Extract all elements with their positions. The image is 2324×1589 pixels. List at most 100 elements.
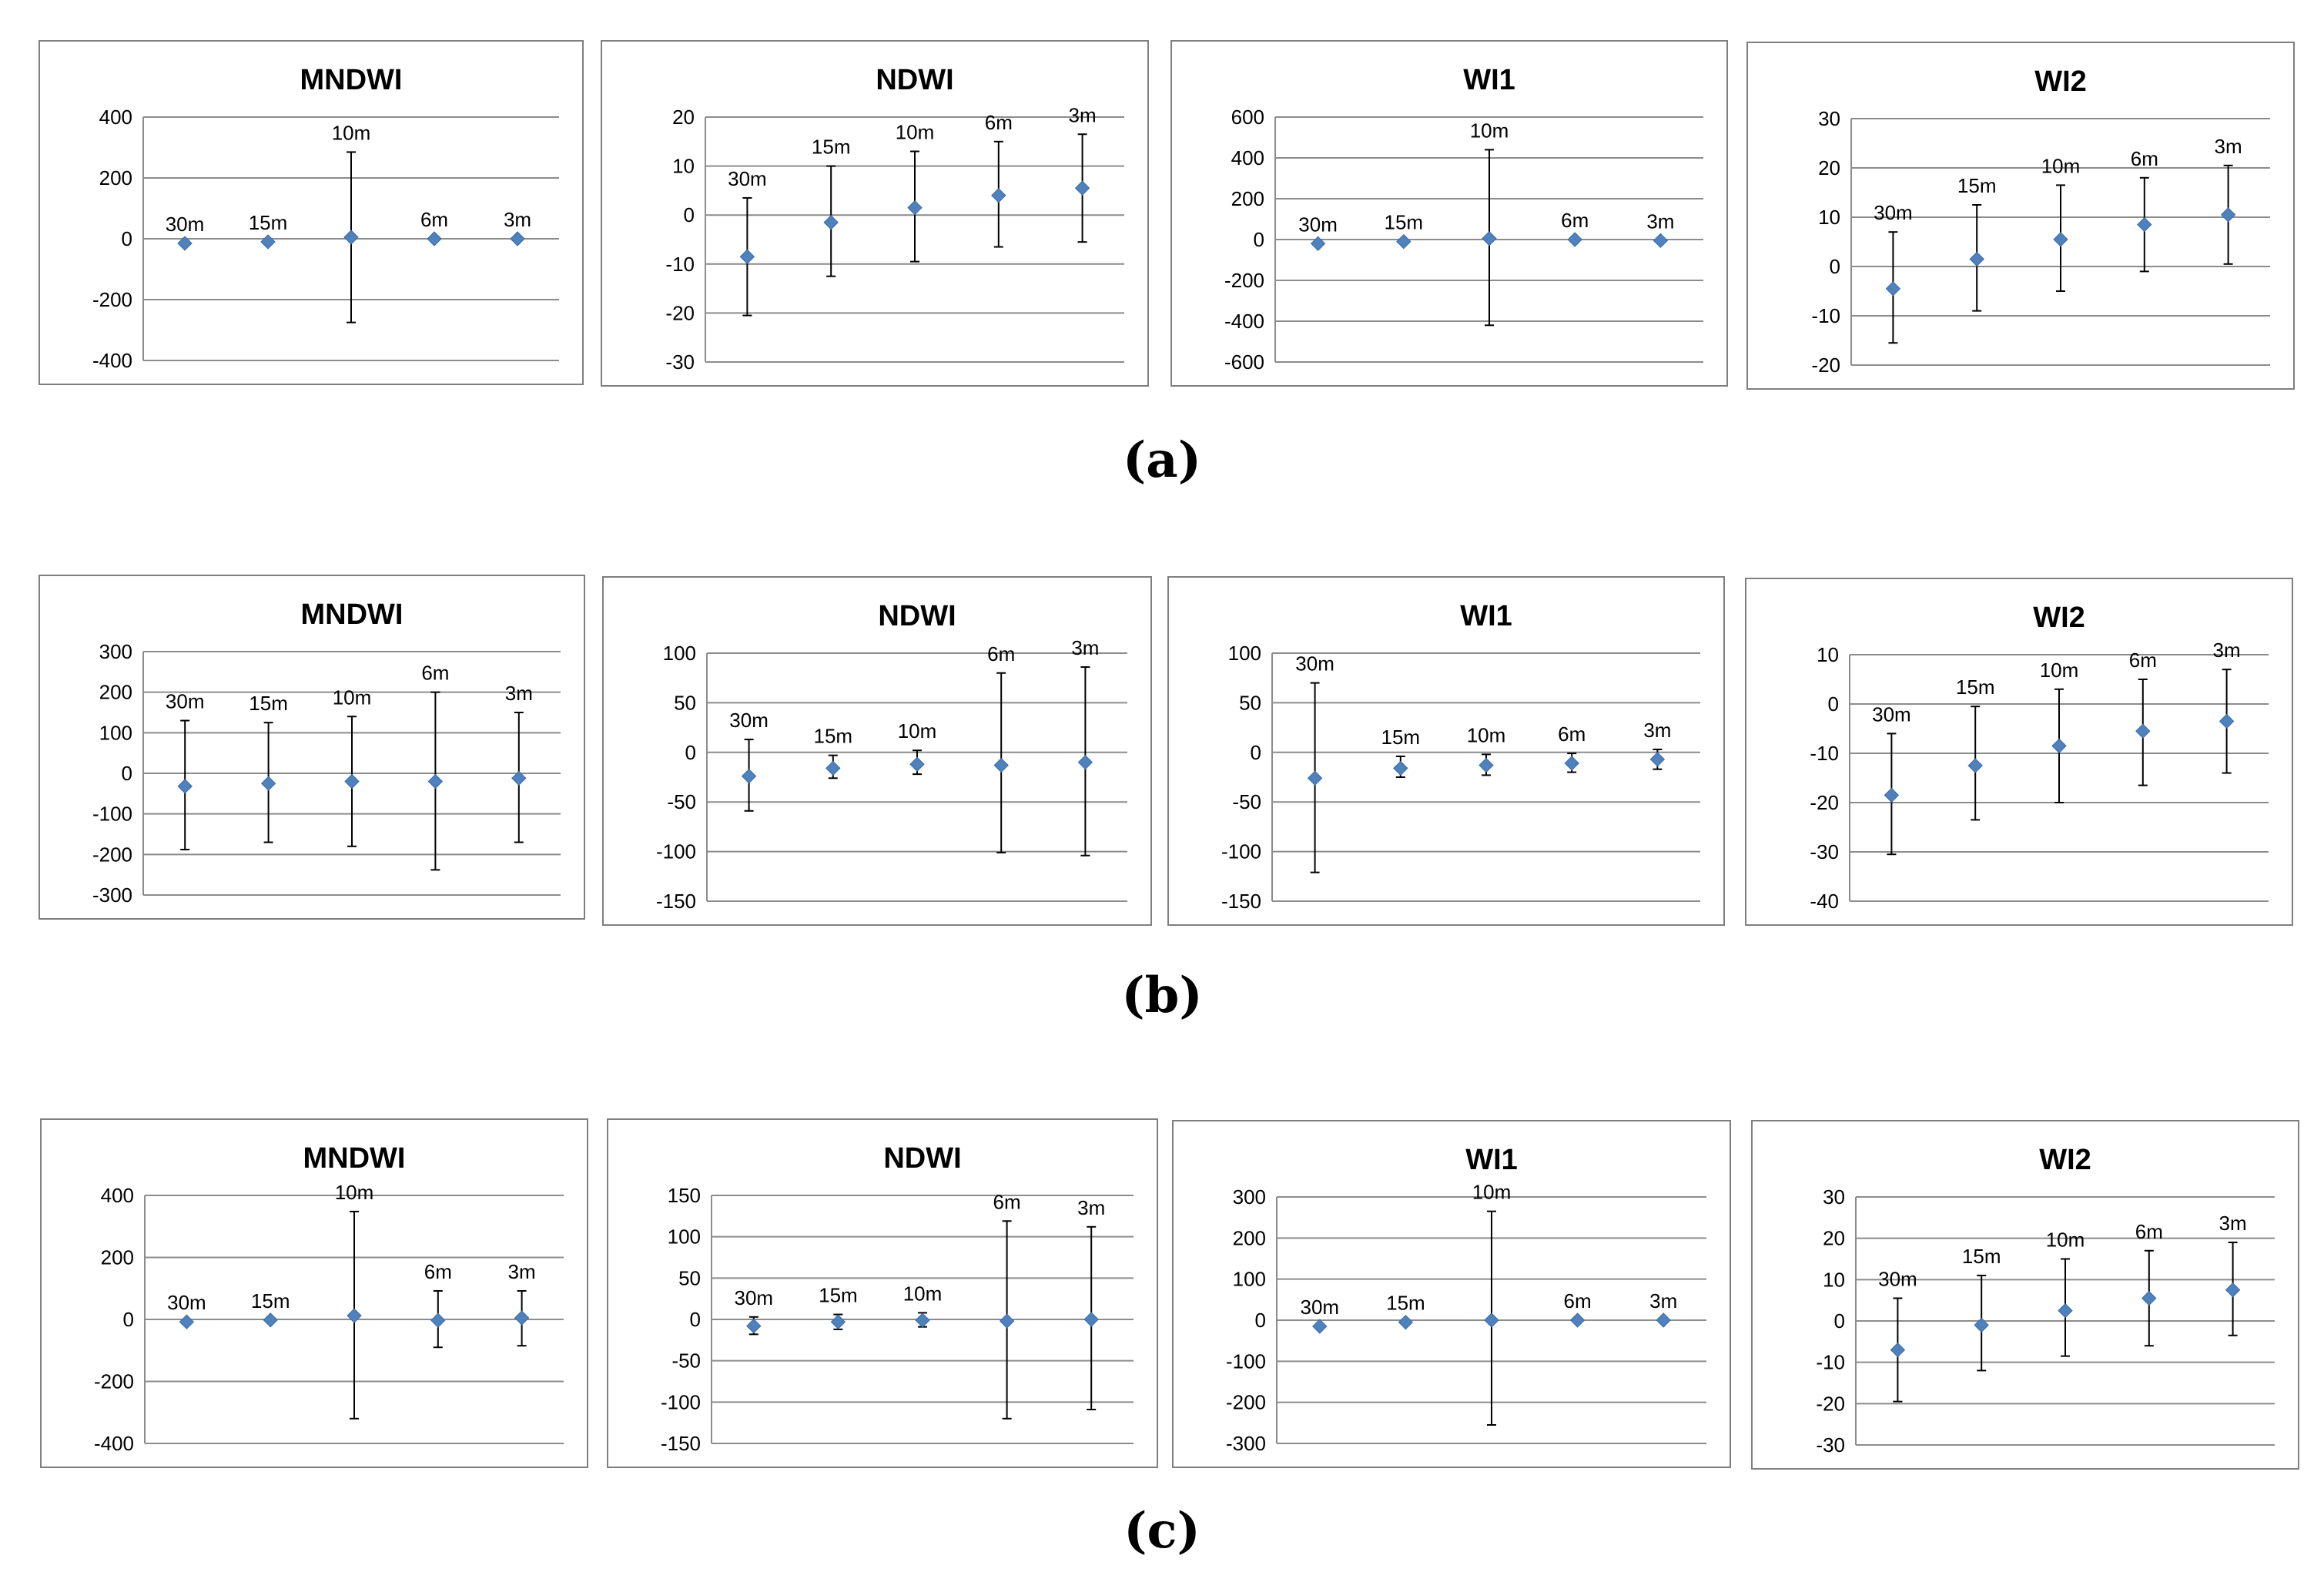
chart-a-mndwi: MNDWI -400 -200 0 200 400 30m 15m 10m 6m 3m bbox=[39, 40, 584, 385]
data-point bbox=[1398, 1314, 1414, 1330]
y-tick-label: 0 bbox=[684, 203, 695, 226]
y-tick-label: -100 bbox=[656, 840, 696, 863]
data-point bbox=[1649, 752, 1666, 767]
y-tick-label: 200 bbox=[99, 166, 132, 189]
y-tick-label: 30 bbox=[1818, 107, 1840, 130]
data-label: 15m bbox=[812, 136, 851, 159]
y-tick-label: 200 bbox=[99, 681, 132, 704]
chart-b-wi1: WI1 -150 -100 -50 0 50 100 30m 15m 10m 6m 3m bbox=[1167, 576, 1725, 926]
y-tick-label: 0 bbox=[1251, 741, 1261, 764]
data-point bbox=[909, 756, 925, 772]
data-point bbox=[1567, 232, 1582, 247]
y-tick-label: -30 bbox=[1810, 840, 1839, 863]
y-tick-label: -30 bbox=[665, 350, 695, 374]
chart-svg: NDWI -30 -20 -10 0 10 20 30m 15m 10m 6m 3m bbox=[665, 64, 1124, 374]
y-tick-label: 200 bbox=[1231, 187, 1264, 210]
data-label: 6m bbox=[1561, 209, 1589, 232]
y-tick-label: 20 bbox=[1818, 156, 1840, 179]
data-point bbox=[1656, 1312, 1671, 1328]
data-label: 3m bbox=[1646, 210, 1674, 233]
data-label: 6m bbox=[424, 1260, 452, 1283]
y-tick-label: -20 bbox=[1810, 791, 1839, 814]
data-point bbox=[427, 231, 442, 246]
data-label: 15m bbox=[249, 692, 288, 715]
y-tick-label: -10 bbox=[665, 253, 695, 276]
data-label: 10m bbox=[1470, 119, 1509, 142]
y-tick-label: 100 bbox=[663, 642, 696, 665]
y-tick-label: 0 bbox=[1828, 692, 1839, 716]
y-tick-label: -100 bbox=[1221, 840, 1261, 863]
chart-a-wi1: WI1 -600 -400 -200 0 200 400 600 30m 15m 10m 6m 3m bbox=[1170, 40, 1728, 387]
chart-title: MNDWI bbox=[303, 1142, 406, 1175]
data-label: 30m bbox=[735, 1286, 774, 1309]
data-point bbox=[177, 779, 193, 794]
y-tick-label: -100 bbox=[1226, 1349, 1266, 1373]
data-label: 10m bbox=[1467, 723, 1506, 746]
panel-label-a: (a) bbox=[1122, 431, 1202, 489]
data-label: 6m bbox=[2131, 147, 2158, 170]
chart-a-wi2: WI2 -20 -10 0 10 20 30 30m 15m 10m 6m 3m bbox=[1746, 42, 2295, 390]
y-tick-label: 0 bbox=[690, 1308, 701, 1331]
chart-c-wi1: WI1 -300 -200 -100 0 100 200 300 30m 15m 10m 6m 3m bbox=[1172, 1120, 1731, 1468]
data-label: 15m bbox=[1386, 1292, 1425, 1315]
chart-b-ndwi: NDWI -150 -100 -50 0 50 100 30m 15m 10m 6m 3m bbox=[602, 576, 1152, 926]
y-tick-label: 150 bbox=[668, 1184, 701, 1207]
data-label: 6m bbox=[2135, 1220, 2163, 1243]
data-label: 15m bbox=[1381, 726, 1421, 749]
y-tick-label: -200 bbox=[94, 1370, 134, 1393]
data-point bbox=[1307, 770, 1323, 786]
data-label: 6m bbox=[2129, 649, 2157, 672]
data-point bbox=[1396, 233, 1411, 250]
data-point bbox=[1974, 1317, 1989, 1333]
y-tick-label: -30 bbox=[1816, 1433, 1845, 1457]
data-point bbox=[825, 760, 841, 776]
data-label: 30m bbox=[167, 1291, 206, 1314]
chart-b-mndwi: MNDWI -300 -200 -100 0 100 200 300 30m 15m 10m 6m 3m bbox=[39, 575, 585, 920]
chart-svg: NDWI -150 -100 -50 0 50 100 30m 15m 10m 6m 3m bbox=[656, 600, 1127, 913]
y-tick-label: -200 bbox=[1226, 1391, 1266, 1414]
y-tick-label: 0 bbox=[1834, 1309, 1845, 1333]
data-point bbox=[993, 757, 1009, 773]
data-point bbox=[1482, 230, 1497, 246]
data-point bbox=[1074, 180, 1090, 196]
data-label: 15m bbox=[1385, 211, 1424, 234]
data-point bbox=[1967, 758, 1983, 773]
y-tick-label: 10 bbox=[1817, 643, 1839, 666]
data-label: 30m bbox=[1874, 201, 1913, 224]
y-tick-label: 0 bbox=[1254, 228, 1264, 251]
data-point bbox=[1312, 1319, 1328, 1334]
y-tick-label: 0 bbox=[685, 741, 696, 764]
chart-c-ndwi: NDWI -150 -100 -50 0 50 100 150 30m 15m 10m 6m 3m bbox=[607, 1118, 1158, 1468]
data-label: 30m bbox=[728, 167, 767, 190]
data-point bbox=[177, 236, 193, 251]
data-point bbox=[427, 773, 444, 789]
y-tick-label: 50 bbox=[1239, 691, 1261, 714]
y-tick-label: 400 bbox=[101, 1184, 134, 1207]
data-point bbox=[514, 1310, 530, 1326]
data-label: 10m bbox=[335, 1181, 374, 1204]
chart-b-wi2: WI2 -40 -30 -20 -10 0 10 30m 15m 10m 6m 3m bbox=[1745, 578, 2293, 926]
y-tick-label: -10 bbox=[1810, 742, 1839, 765]
data-point bbox=[430, 1312, 446, 1328]
data-point bbox=[1310, 236, 1326, 252]
data-label: 6m bbox=[421, 662, 449, 685]
data-point bbox=[344, 773, 360, 789]
data-point bbox=[2058, 1302, 2073, 1319]
data-point bbox=[2141, 1290, 2157, 1306]
chart-title: MNDWI bbox=[300, 64, 403, 96]
data-label: 10m bbox=[898, 719, 937, 743]
chart-title: WI2 bbox=[2034, 65, 2087, 98]
y-tick-label: 100 bbox=[668, 1225, 701, 1249]
data-point bbox=[2051, 738, 2067, 754]
data-point bbox=[260, 776, 276, 791]
data-label: 15m bbox=[819, 1284, 858, 1307]
y-tick-label: -150 bbox=[661, 1432, 701, 1455]
data-label: 10m bbox=[332, 121, 371, 144]
data-point bbox=[741, 769, 757, 784]
data-point bbox=[1077, 754, 1093, 770]
y-tick-label: 400 bbox=[1231, 146, 1264, 169]
data-label: 30m bbox=[166, 690, 205, 713]
y-tick-label: -400 bbox=[92, 349, 132, 372]
data-label: 3m bbox=[1077, 1196, 1105, 1219]
data-point bbox=[1564, 756, 1579, 771]
